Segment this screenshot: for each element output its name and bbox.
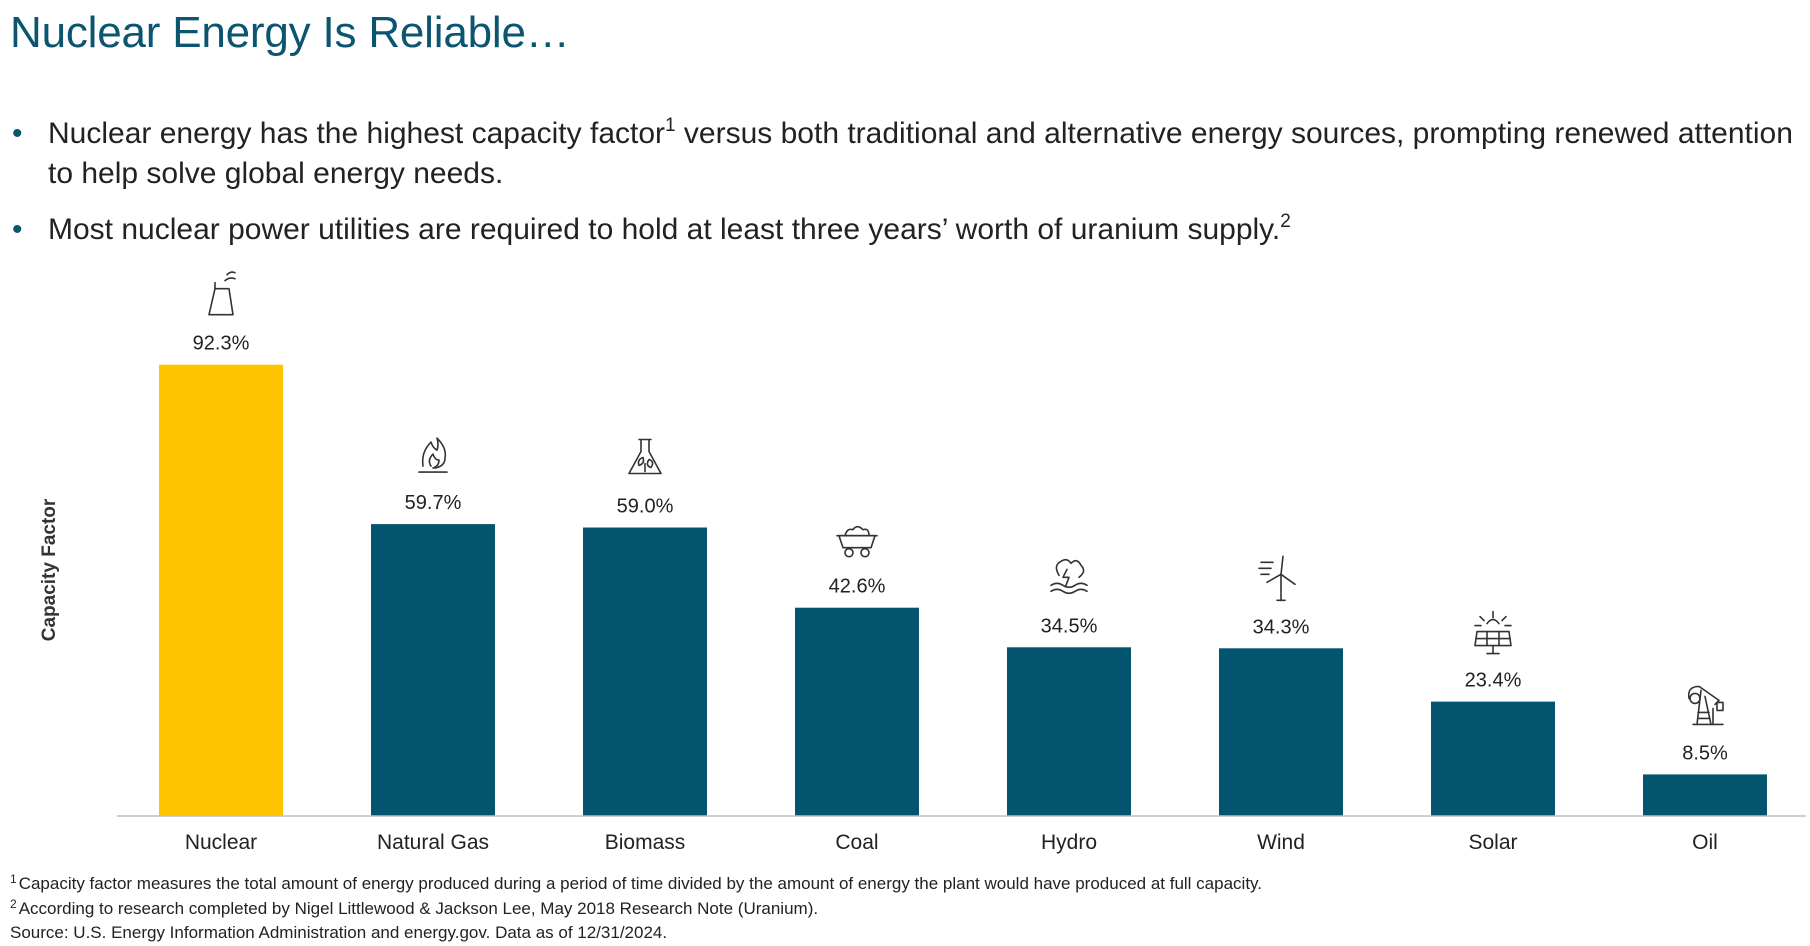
bar-natural-gas	[371, 524, 495, 816]
bar-solar	[1431, 701, 1555, 816]
bullet-text: Most nuclear power utilities are require…	[48, 213, 1281, 246]
oil-pump-icon-stroke	[1712, 701, 1724, 726]
bullet-list: • Nuclear energy has the highest capacit…	[10, 114, 1800, 266]
bullet-text: Nuclear energy has the highest capacity …	[48, 117, 666, 150]
biomass-flask-icon-stroke	[646, 458, 654, 469]
data-label: 59.0%	[617, 496, 674, 518]
bar-oil	[1643, 774, 1767, 816]
solar-panel-icon-stroke	[1475, 630, 1511, 647]
footnote-text: Capacity factor measures the total amoun…	[18, 874, 1263, 893]
page-title: Nuclear Energy Is Reliable…	[10, 8, 570, 57]
bar-hydro	[1007, 647, 1131, 816]
solar-panel-icon-stroke	[1486, 618, 1500, 625]
wind-turbine-icon-stroke	[1258, 561, 1274, 576]
x-tick-label: Coal	[835, 831, 878, 854]
cart-wheel	[844, 547, 854, 558]
cart-wheel	[860, 547, 870, 558]
footnote-number: 2	[10, 897, 17, 911]
wind-turbine-icon	[1258, 555, 1296, 602]
oil-pump-icon-stroke	[1696, 689, 1712, 726]
bar-nuclear	[159, 364, 283, 816]
x-tick-label: Solar	[1468, 831, 1517, 854]
footnote-1: 1 Capacity factor measures the total amou…	[10, 872, 1263, 894]
data-label: 42.6%	[829, 576, 886, 598]
nuclear-plant-icon-stroke	[214, 271, 236, 290]
x-tick-labels-group: Nuclear Natural Gas Biomass Coal Hydro Wind So…	[185, 831, 1718, 854]
solar-panel-icon	[1474, 610, 1512, 655]
footnote-number: 1	[10, 872, 17, 886]
x-tick-label: Nuclear	[185, 831, 257, 854]
hydro-water-icon-stroke	[1050, 588, 1088, 595]
data-label: 34.5%	[1041, 615, 1098, 637]
data-label: 34.3%	[1253, 616, 1310, 638]
coal-cart-icon-stroke	[844, 525, 870, 537]
data-label: 23.4%	[1465, 670, 1522, 692]
x-tick-label: Hydro	[1041, 831, 1097, 854]
data-label: 8.5%	[1682, 742, 1728, 764]
data-label: 92.3%	[193, 333, 250, 355]
footnote-text: According to research completed by Nigel…	[18, 899, 819, 918]
gas-flame-icon-stroke	[421, 437, 447, 469]
biomass-flask-icon-stroke	[628, 438, 662, 475]
bullet-text-cont: versus both traditional and alternative …	[48, 117, 1793, 190]
nuclear-plant-icon-stroke	[208, 287, 234, 316]
hydro-water-icon-stroke	[1055, 558, 1085, 579]
data-label: 59.7%	[405, 492, 462, 514]
biomass-flask-icon	[628, 438, 662, 475]
wind-turbine-icon-stroke	[1276, 573, 1286, 602]
x-tick-label: Wind	[1257, 831, 1305, 854]
footnote-ref: 2	[1280, 211, 1291, 232]
oil-pump-icon-stroke	[1687, 685, 1720, 706]
nuclear-plant-icon	[208, 271, 236, 316]
solar-panel-icon-stroke	[1486, 644, 1500, 655]
solar-panel-icon-stroke	[1474, 610, 1512, 627]
gas-flame-icon	[418, 437, 448, 473]
oil-pump-icon	[1687, 685, 1724, 726]
bar-wind	[1219, 648, 1343, 816]
bullet-item: • Most nuclear power utilities are requi…	[10, 210, 1800, 250]
hydro-water-icon	[1050, 558, 1088, 595]
x-tick-label: Natural Gas	[377, 831, 489, 854]
hydro-water-icon-stroke	[1062, 568, 1070, 587]
icons-group	[208, 271, 1724, 726]
bars-group	[159, 364, 1767, 816]
bullet-marker: •	[12, 117, 23, 150]
bar-coal	[795, 607, 919, 816]
y-axis-label: Capacity Factor	[39, 498, 60, 641]
pump-wheel	[1689, 692, 1701, 705]
footnote-2: 2 According to research completed by Nige…	[10, 897, 819, 919]
coal-cart-icon	[836, 525, 878, 558]
x-tick-label: Oil	[1692, 831, 1718, 854]
gas-flame-icon-stroke	[428, 453, 440, 469]
biomass-flask-icon-stroke	[637, 456, 645, 467]
data-labels-group: 92.3% 59.7% 59.0% 42.6% 34.5% 34.3% 23.4% 8.5%	[193, 333, 1728, 765]
wind-turbine-icon-stroke	[1266, 555, 1296, 586]
hydro-water-icon-stroke	[1050, 582, 1088, 589]
bullet-marker: •	[12, 213, 23, 246]
bar-biomass	[583, 527, 707, 816]
footnote-ref: 1	[665, 115, 676, 136]
bullet-item: • Nuclear energy has the highest capacit…	[10, 114, 1800, 194]
source-note: Source: U.S. Energy Information Administ…	[10, 923, 668, 942]
x-tick-label: Biomass	[605, 831, 686, 854]
coal-cart-icon-stroke	[838, 534, 876, 549]
